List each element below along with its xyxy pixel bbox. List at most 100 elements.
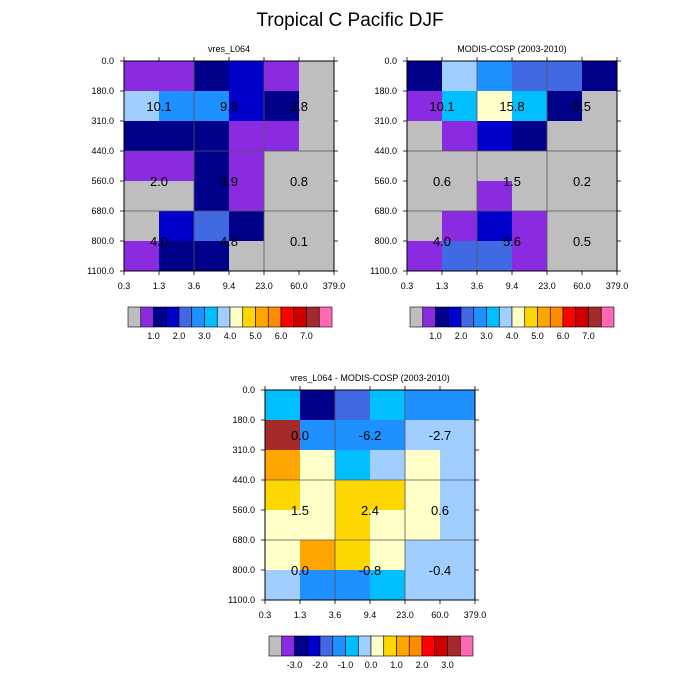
heatmap-cell bbox=[159, 241, 195, 272]
x-tick-label: 23.0 bbox=[396, 610, 414, 620]
colorbar-swatch bbox=[357, 635, 372, 657]
heatmap-cell bbox=[300, 420, 336, 451]
colorbar-label: 4.0 bbox=[506, 331, 519, 341]
colorbar: -3.0 -2.0 -1.0 0.0 1.0 2.0 3.0 bbox=[268, 635, 474, 670]
heatmap-cell bbox=[194, 91, 230, 122]
cell-value-label: -0.8 bbox=[359, 563, 381, 578]
cell-value-label: 4.8 bbox=[220, 234, 238, 249]
x-tick-label: 1.3 bbox=[436, 281, 449, 291]
x-tick-label: 60.0 bbox=[573, 281, 591, 291]
heatmap-cell bbox=[512, 61, 548, 92]
heatmap-cell bbox=[582, 91, 618, 122]
heatmap-cell bbox=[405, 450, 441, 481]
colorbar-label: -1.0 bbox=[338, 660, 354, 670]
heatmap-cell bbox=[265, 390, 301, 421]
cell-value-label: -2.7 bbox=[429, 428, 451, 443]
heatmap-cell bbox=[440, 510, 476, 541]
heatmap-cell bbox=[582, 241, 618, 272]
cell-value-label: 0.0 bbox=[291, 563, 309, 578]
heatmap-cell bbox=[405, 420, 441, 451]
heatmap-cell bbox=[194, 61, 230, 92]
colorbar-swatch bbox=[267, 306, 282, 328]
heatmap-cell bbox=[159, 91, 195, 122]
heatmap-cell bbox=[477, 181, 513, 212]
heatmap-cell bbox=[370, 540, 406, 571]
y-tick-label: 800.0 bbox=[91, 236, 114, 246]
y-tick-label: 310.0 bbox=[91, 116, 114, 126]
colorbar-swatch bbox=[332, 635, 346, 657]
heatmap-cell bbox=[440, 570, 476, 601]
heatmap-cell bbox=[442, 121, 478, 152]
heatmap-cell bbox=[477, 151, 513, 182]
cell-value-label: 3.9 bbox=[220, 174, 238, 189]
y-tick-label: 0.0 bbox=[242, 385, 255, 395]
colorbar-swatch bbox=[318, 306, 333, 328]
colorbar-swatch bbox=[421, 635, 436, 657]
heatmap-cell bbox=[265, 570, 301, 601]
x-tick-label: 379.0 bbox=[606, 281, 629, 291]
heatmap-cell bbox=[440, 480, 476, 511]
colorbar-label: 3.0 bbox=[441, 660, 454, 670]
colorbar-swatch bbox=[575, 306, 589, 328]
colorbar-swatch bbox=[600, 306, 615, 328]
heatmap-cell bbox=[442, 211, 478, 242]
y-tick-label: 560.0 bbox=[232, 505, 255, 515]
heatmap-cell bbox=[512, 151, 548, 182]
heatmap-cell bbox=[477, 91, 513, 122]
colorbar-label: 6.0 bbox=[557, 331, 570, 341]
cell-value-label: 0.6 bbox=[433, 174, 451, 189]
colorbar-swatch bbox=[140, 306, 154, 328]
y-tick-label: 180.0 bbox=[374, 86, 397, 96]
y-tick-label: 0.0 bbox=[384, 56, 397, 66]
colorbar-swatch bbox=[422, 306, 436, 328]
y-tick-label: 560.0 bbox=[91, 176, 114, 186]
colorbar-swatch bbox=[460, 306, 475, 328]
colorbar-swatch bbox=[524, 306, 538, 328]
heatmap-cell bbox=[264, 211, 300, 242]
colorbar-swatch bbox=[435, 306, 449, 328]
heatmap-cell bbox=[194, 151, 230, 182]
colorbar-label: 2.0 bbox=[173, 331, 186, 341]
heatmap-cell bbox=[299, 181, 335, 212]
x-tick-label: 9.4 bbox=[223, 281, 236, 291]
heatmap-cell bbox=[405, 510, 441, 541]
heatmap-cell bbox=[335, 540, 371, 571]
heatmap-cell bbox=[547, 121, 583, 152]
heatmap-cell bbox=[265, 450, 301, 481]
y-tick-label: 310.0 bbox=[232, 445, 255, 455]
colorbar-swatch bbox=[498, 306, 513, 328]
heatmap-cell bbox=[440, 390, 476, 421]
cell-value-label: 15.8 bbox=[499, 99, 524, 114]
cell-value-label: 2.4 bbox=[361, 503, 379, 518]
heatmap-cell bbox=[442, 91, 478, 122]
heatmap-cell bbox=[300, 450, 336, 481]
colorbar-label: -2.0 bbox=[312, 660, 328, 670]
cell-value-label: 5.6 bbox=[503, 234, 521, 249]
x-tick-label: 23.0 bbox=[538, 281, 556, 291]
colorbar-swatch bbox=[383, 635, 397, 657]
cell-value-label: 1.5 bbox=[503, 174, 521, 189]
heatmap-cell bbox=[300, 390, 336, 421]
heatmap-cell bbox=[335, 480, 371, 511]
cell-value-label: 9.8 bbox=[220, 99, 238, 114]
y-tick-label: 440.0 bbox=[232, 475, 255, 485]
x-tick-label: 3.6 bbox=[188, 281, 201, 291]
heatmap-cell bbox=[547, 61, 583, 92]
colorbar-swatch bbox=[216, 306, 231, 328]
colorbar-swatch bbox=[153, 306, 167, 328]
x-tick-label: 3.6 bbox=[471, 281, 484, 291]
colorbar-label: -3.0 bbox=[287, 660, 303, 670]
heatmap-panel-1: vres_L064 0.3 1.3 3.6 9.4 23.0 60.0 379.0 0.0 180… bbox=[87, 44, 345, 341]
heatmap-cell bbox=[194, 181, 230, 212]
x-tick-label: 3.6 bbox=[329, 610, 342, 620]
heatmap-cell bbox=[124, 151, 160, 182]
heatmap-cell bbox=[159, 181, 195, 212]
colorbar-swatch bbox=[242, 306, 256, 328]
heatmap-cell bbox=[124, 121, 160, 152]
heatmap-cell bbox=[407, 241, 443, 272]
y-tick-label: 310.0 bbox=[374, 116, 397, 126]
heatmap-cell bbox=[229, 181, 265, 212]
x-tick-label: 379.0 bbox=[323, 281, 346, 291]
heatmap-cell bbox=[265, 480, 301, 511]
y-tick-label: 180.0 bbox=[91, 86, 114, 96]
